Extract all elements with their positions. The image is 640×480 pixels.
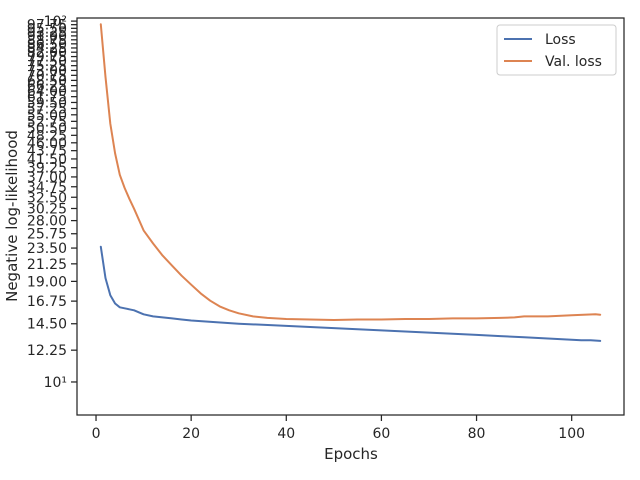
plot-area [76,17,625,416]
legend-label: Val. loss [545,54,602,70]
x-tick-label: 100 [558,426,585,442]
y-tick-label: 86.50 [27,37,67,53]
y-tick-label: 93.25 [27,25,67,41]
y-tick-label: 32.50 [27,190,67,206]
y-tick-label: 95.50 [27,21,67,37]
plot-frame [76,17,625,416]
series-line-val-loss [99,23,602,321]
y-tick-label: 82.00 [27,45,67,61]
y-tick-label: 77.50 [27,54,67,70]
y-tick-label: 66.25 [27,79,67,95]
y-tick-label: 41.50 [27,152,67,168]
y-tick-label: 57.25 [27,102,67,118]
y-tick-label: 23.50 [27,241,67,257]
y-tick-label: 48.25 [27,128,67,144]
y-tick-label: 12.25 [27,343,67,359]
y-tick-label: 75.25 [27,59,67,75]
y-axis-ticks: 10¹ 12.25 14.50 16.75 19.0021.2523.5025.7528… [27,14,77,391]
y-tick-label: 70.75 [27,68,67,84]
y-tick-label: 64.00 [27,84,67,100]
y-tick-label: 50.50 [27,121,67,137]
y-tick-label: 10¹ [44,375,67,391]
y-tick-label: 10² [44,14,67,30]
y-tick-label: 91.00 [27,29,67,45]
y-tick-label: 37.00 [27,170,67,186]
y-tick-label: 34.75 [27,180,67,196]
series-line-loss [99,245,602,342]
y-tick-label: 21.25 [27,257,67,273]
y-tick-label: 59.50 [27,95,67,111]
y-tick-label: 79.75 [27,50,67,66]
legend: Loss Val. loss [496,24,617,76]
y-tick-label: 39.25 [27,161,67,177]
x-axis-label: Epochs [324,445,378,463]
y-axis-label: Negative log-likelihood [3,130,21,302]
y-tick-label: 84.25 [27,41,67,57]
x-tick-label: 20 [182,426,200,442]
y-tick-label: 97.75 [27,18,67,34]
y-tick-label: 68.50 [27,73,67,89]
y-tick-label: 52.75 [27,114,67,130]
y-tick-label: 73.00 [27,63,67,79]
y-tick-label: 16.75 [27,294,67,310]
legend-label: Loss [545,32,576,48]
x-tick-label: 0 [92,426,101,442]
y-tick-label: 28.00 [27,214,67,230]
y-tick-label: 55.00 [27,108,67,124]
y-tick-label: 43.75 [27,144,67,160]
y-tick-label: 14.50 [27,317,67,333]
y-tick-label: 30.25 [27,201,67,217]
y-tick-label: 19.00 [27,274,67,290]
y-tick-label: 61.75 [27,90,67,106]
x-axis-ticks: 0 20 40 60 80 100 [92,415,585,442]
series-layer [99,23,602,342]
y-tick-label: 46.00 [27,136,67,152]
legend-box [496,24,617,76]
x-tick-label: 80 [468,426,486,442]
y-tick-label: 25.75 [27,227,67,243]
x-tick-label: 60 [373,426,391,442]
x-tick-label: 40 [277,426,295,442]
y-tick-label: 88.75 [27,33,67,49]
